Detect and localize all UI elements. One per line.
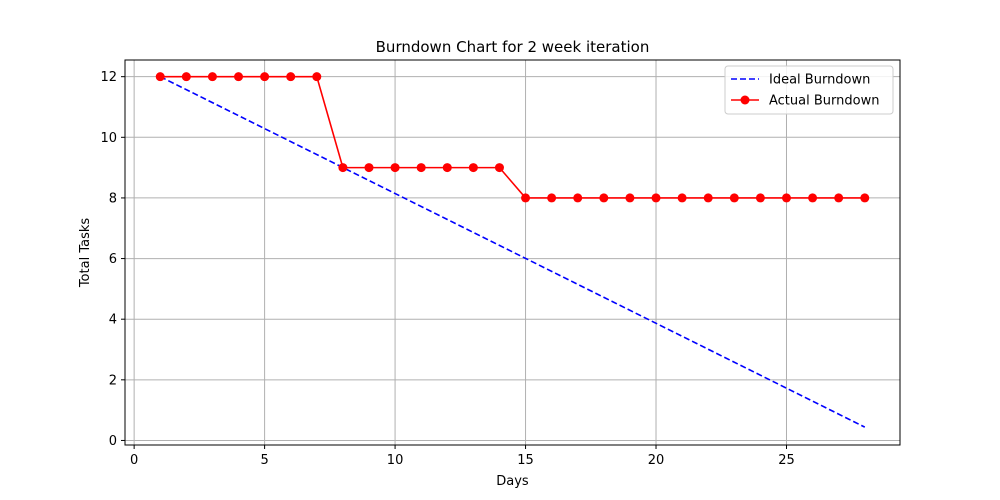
- legend-item: Ideal Burndown: [731, 73, 870, 88]
- data-point: [234, 72, 244, 82]
- x-tick-label: 5: [260, 453, 268, 468]
- legend-label: Ideal Burndown: [769, 73, 870, 88]
- data-point: [651, 193, 661, 203]
- data-point: [494, 163, 504, 173]
- y-tick-label: 2: [109, 373, 117, 388]
- x-tick-label: 0: [130, 453, 138, 468]
- data-point: [286, 72, 296, 82]
- data-point: [547, 193, 557, 203]
- data-point: [338, 163, 348, 173]
- x-tick-label: 15: [517, 453, 534, 468]
- legend-item: Actual Burndown: [731, 94, 879, 109]
- y-tick-label: 10: [100, 131, 117, 146]
- axis-ticks: 0 5 10 15 20 25 0 2 4 6 8 10 12: [100, 70, 794, 468]
- data-point: [781, 193, 791, 203]
- legend: Ideal Burndown Actual Burndown: [724, 65, 894, 115]
- data-point: [390, 163, 400, 173]
- data-point: [729, 193, 739, 203]
- chart-title: Burndown Chart for 2 week iteration: [376, 38, 650, 56]
- x-tick-label: 20: [648, 453, 665, 468]
- x-axis-title: Days: [496, 474, 529, 489]
- data-point: [416, 163, 426, 173]
- data-point: [860, 193, 870, 203]
- plot-frame: [124, 59, 901, 446]
- data-point: [625, 193, 635, 203]
- legend-marker: [740, 95, 750, 105]
- data-point: [442, 163, 452, 173]
- data-point: [703, 193, 713, 203]
- data-point: [521, 193, 531, 203]
- data-point: [155, 72, 165, 82]
- x-tick-label: 25: [778, 453, 795, 468]
- series-actual-burndown: [155, 72, 870, 203]
- series-ideal-burndown: [159, 75, 866, 428]
- data-point: [677, 193, 687, 203]
- data-point: [573, 193, 583, 203]
- data-point: [181, 72, 191, 82]
- y-tick-label: 8: [109, 191, 117, 206]
- data-point: [599, 193, 609, 203]
- data-point: [207, 72, 217, 82]
- legend-box: [724, 65, 894, 115]
- data-point: [808, 193, 818, 203]
- data-point: [755, 193, 765, 203]
- y-tick-label: 4: [109, 313, 117, 328]
- data-point: [312, 72, 322, 82]
- data-point: [260, 72, 270, 82]
- y-tick-label: 0: [109, 434, 117, 449]
- series-line: [160, 75, 865, 199]
- plot-series: [155, 72, 870, 428]
- legend-label: Actual Burndown: [769, 94, 879, 109]
- series-line: [159, 75, 866, 428]
- y-axis-title: Total Tasks: [78, 218, 93, 289]
- y-tick-label: 12: [100, 70, 117, 85]
- data-point: [364, 163, 374, 173]
- x-tick-label: 10: [387, 453, 404, 468]
- data-point: [834, 193, 844, 203]
- y-tick-label: 6: [109, 252, 117, 267]
- data-point: [468, 163, 478, 173]
